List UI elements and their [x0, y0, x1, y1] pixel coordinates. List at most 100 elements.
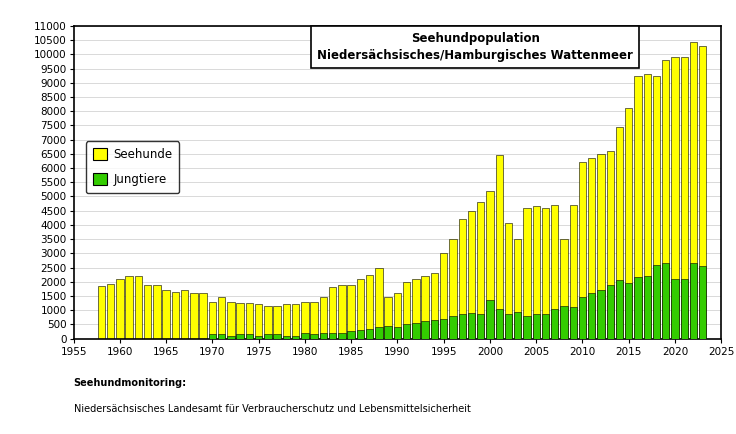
Bar [144, 285, 152, 339]
Bar [301, 302, 308, 339]
Bar [662, 263, 670, 339]
Bar [533, 207, 540, 339]
Bar [449, 239, 456, 339]
Bar [431, 320, 438, 339]
Bar [588, 158, 595, 339]
Bar [578, 162, 586, 339]
Bar [384, 297, 392, 339]
Bar [311, 334, 318, 339]
Bar [301, 333, 308, 339]
Bar [366, 275, 373, 339]
Bar [171, 292, 179, 339]
Bar [523, 208, 531, 339]
Bar [375, 267, 383, 339]
Bar [468, 313, 475, 339]
Bar [283, 335, 290, 339]
Bar [329, 287, 336, 339]
Bar [394, 293, 401, 339]
Legend: Seehunde, Jungtiere: Seehunde, Jungtiere [86, 141, 180, 194]
Bar [634, 277, 642, 339]
Bar [643, 74, 651, 339]
Bar [255, 304, 262, 339]
Bar [578, 297, 586, 339]
Bar [292, 304, 300, 339]
Bar [533, 314, 540, 339]
Bar [181, 290, 188, 339]
Bar [570, 205, 577, 339]
Bar [606, 151, 614, 339]
Bar [495, 309, 503, 339]
Text: Seehundmonitoring:: Seehundmonitoring: [74, 378, 187, 388]
Bar [570, 307, 577, 339]
Bar [311, 302, 318, 339]
Bar [643, 276, 651, 339]
Bar [542, 208, 549, 339]
Bar [514, 312, 521, 339]
Bar [199, 293, 207, 339]
Bar [339, 333, 346, 339]
Bar [459, 314, 466, 339]
Bar [209, 334, 216, 339]
Bar [347, 332, 355, 339]
Bar [477, 314, 484, 339]
Bar [116, 279, 124, 339]
Bar [514, 239, 521, 339]
Bar [264, 306, 272, 339]
Bar [246, 334, 253, 339]
Bar [459, 219, 466, 339]
Bar [486, 191, 494, 339]
Bar [542, 314, 549, 339]
Bar [264, 334, 272, 339]
Bar [560, 239, 567, 339]
Bar [163, 290, 170, 339]
Bar [98, 286, 105, 339]
Bar [153, 285, 160, 339]
Bar [440, 319, 447, 339]
Bar [375, 327, 383, 339]
Bar [625, 108, 632, 339]
Bar [209, 302, 216, 339]
Bar [283, 304, 290, 339]
Bar [394, 327, 401, 339]
Bar [671, 57, 679, 339]
Bar [135, 276, 142, 339]
Bar [505, 314, 512, 339]
Bar [255, 335, 262, 339]
Bar [681, 279, 688, 339]
Bar [218, 297, 225, 339]
Text: Niedersächsisches Landesamt für Verbraucherschutz und Lebensmittelsicherheit: Niedersächsisches Landesamt für Verbrauc… [74, 404, 470, 414]
Bar [681, 57, 688, 339]
Bar [246, 303, 253, 339]
Bar [107, 284, 114, 339]
Bar [274, 334, 281, 339]
Bar [699, 266, 707, 339]
Bar [449, 316, 456, 339]
Bar [329, 333, 336, 339]
Bar [357, 330, 364, 339]
Bar [560, 306, 567, 339]
Bar [671, 279, 679, 339]
Bar [227, 302, 235, 339]
Bar [366, 329, 373, 339]
Bar [551, 205, 559, 339]
Bar [319, 333, 327, 339]
Bar [662, 60, 670, 339]
Bar [477, 202, 484, 339]
Bar [653, 265, 660, 339]
Bar [690, 263, 697, 339]
Bar [440, 253, 447, 339]
Bar [274, 306, 281, 339]
Bar [634, 76, 642, 339]
Bar [422, 322, 429, 339]
Bar [551, 309, 559, 339]
Bar [486, 300, 494, 339]
Bar [236, 303, 244, 339]
Bar [699, 46, 707, 339]
Bar [606, 285, 614, 339]
Bar [588, 293, 595, 339]
Bar [357, 279, 364, 339]
Bar [431, 273, 438, 339]
Bar [495, 155, 503, 339]
Bar [412, 279, 420, 339]
Bar [422, 276, 429, 339]
